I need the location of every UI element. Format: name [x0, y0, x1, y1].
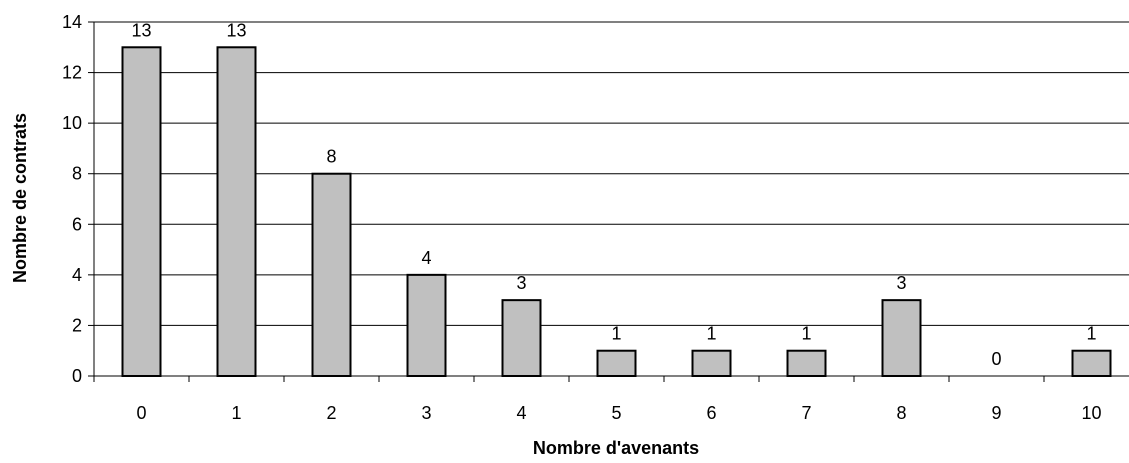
bar-10 [1071, 349, 1112, 378]
y-tick-label: 8 [72, 164, 82, 184]
y-tick-label: 6 [72, 214, 82, 234]
data-label: 1 [611, 324, 621, 344]
x-tick-label: 2 [326, 403, 336, 423]
x-tick-label: 7 [801, 403, 811, 423]
x-tick-label: 10 [1081, 403, 1101, 423]
data-label: 1 [1086, 324, 1096, 344]
x-tick-label: 8 [896, 403, 906, 423]
gridlines [94, 21, 1129, 326]
data-label: 1 [801, 324, 811, 344]
data-label: 4 [421, 248, 431, 268]
data-label: 0 [991, 349, 1001, 369]
bar-5 [596, 349, 637, 378]
bar-7 [786, 349, 827, 378]
data-label: 13 [226, 20, 246, 40]
data-label: 1 [706, 324, 716, 344]
x-axis-title: Nombre d'avenants [533, 438, 699, 458]
x-tick-labels: 0 1 2 3 4 5 6 7 8 9 10 [136, 403, 1101, 423]
y-tick-label: 14 [62, 12, 82, 32]
y-tick-labels: 0 2 4 6 8 10 12 14 [62, 12, 82, 386]
x-tick-label: 4 [516, 403, 526, 423]
axes [88, 21, 1129, 382]
bar-8 [881, 299, 922, 377]
x-tick-label: 3 [421, 403, 431, 423]
x-tick-label: 5 [611, 403, 621, 423]
data-label: 13 [131, 20, 151, 40]
y-tick-label: 12 [62, 63, 82, 83]
y-tick-label: 10 [62, 113, 82, 133]
x-tick-label: 9 [991, 403, 1001, 423]
y-tick-label: 4 [72, 265, 82, 285]
x-tick-label: 1 [231, 403, 241, 423]
bar-4 [501, 299, 542, 377]
data-label: 3 [516, 273, 526, 293]
bar-3 [406, 273, 447, 378]
bar-1 [216, 46, 257, 378]
data-label: 3 [896, 273, 906, 293]
bar-6 [691, 349, 732, 378]
bar-2 [311, 172, 352, 377]
y-axis-title: Nombre de contrats [10, 113, 30, 283]
y-tick-label: 0 [72, 366, 82, 386]
bar-0 [121, 46, 162, 378]
data-label: 8 [326, 147, 336, 167]
y-tick-label: 2 [72, 315, 82, 335]
x-tick-label: 0 [136, 403, 146, 423]
x-tick-label: 6 [706, 403, 716, 423]
